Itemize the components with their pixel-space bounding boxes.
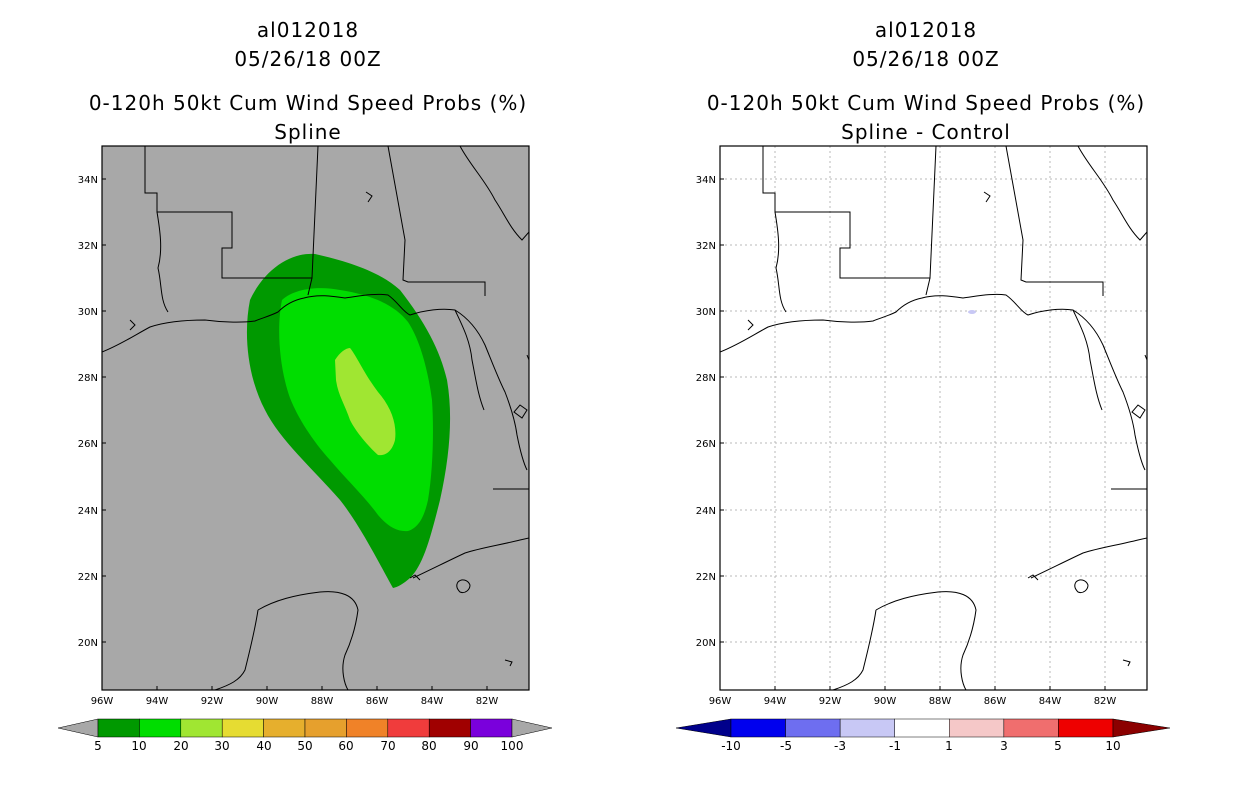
right-colorbar-box: [1058, 718, 1114, 738]
left-colorbar-box: [139, 718, 182, 738]
right-ytick-label: 34N: [696, 175, 716, 186]
right-colorbar-label: -10: [721, 739, 741, 753]
right-colorbar-label: 10: [1105, 739, 1120, 753]
left-colorbar-box: [304, 718, 347, 738]
left-xtick-label: 86W: [366, 696, 389, 707]
right-colorbar-label: 3: [1000, 739, 1008, 753]
right-colorbar-box: [894, 718, 950, 738]
left-colorbar-high-arrow: [511, 718, 553, 738]
left-colorbar-box: [387, 718, 430, 738]
right-gridlines: [720, 146, 1147, 690]
right-xtick-label: 86W: [984, 696, 1007, 707]
left-colorbar-label: 20: [173, 739, 188, 753]
left-x-ticks: [101, 686, 488, 690]
right-colorbar-label: -1: [889, 739, 901, 753]
right-colorbar-box: [1003, 718, 1059, 738]
left-colorbar-box: [428, 718, 471, 738]
left-colorbar-box: [470, 718, 513, 738]
right-map-frame: [719, 145, 1148, 691]
left-chart-subtitle: Spline: [274, 120, 342, 144]
left-colorbar-box: [97, 718, 140, 738]
left-colorbar-label: 60: [338, 739, 353, 753]
left-coastlines: [102, 146, 529, 690]
left-xtick-label: 94W: [146, 696, 169, 707]
right-ytick-label: 22N: [696, 572, 716, 583]
right-colorbar-box: [949, 718, 1005, 738]
left-colorbar-box: [346, 718, 389, 738]
left-storm-id: al012018: [256, 18, 360, 42]
left-map-background: [102, 146, 529, 690]
left-ytick-label: 30N: [78, 307, 98, 318]
right-colorbar-label: 1: [945, 739, 953, 753]
right-colorbar-high-arrow: [1112, 718, 1171, 738]
left-colorbar-box: [221, 718, 264, 738]
right-ytick-label: 32N: [696, 241, 716, 252]
right-colorbar-label: 5: [1054, 739, 1062, 753]
left-xtick-label: 82W: [476, 696, 499, 707]
right-ytick-label: 20N: [696, 638, 716, 649]
left-xtick-label: 92W: [201, 696, 224, 707]
right-xtick-label: 96W: [709, 696, 732, 707]
right-ytick-label: 30N: [696, 307, 716, 318]
right-xtick-label: 88W: [929, 696, 952, 707]
right-xtick-label: 90W: [874, 696, 897, 707]
left-y-ticks: [102, 178, 106, 643]
right-ytick-label: 28N: [696, 373, 716, 384]
left-colorbar-label: 10: [131, 739, 146, 753]
left-datetime: 05/26/18 00Z: [234, 47, 382, 71]
left-colorbar-low-arrow: [57, 718, 99, 738]
right-xtick-label: 92W: [819, 696, 842, 707]
right-storm-id: al012018: [874, 18, 978, 42]
left-xtick-label: 96W: [91, 696, 114, 707]
right-xtick-label: 82W: [1094, 696, 1117, 707]
difference-blip: [968, 310, 976, 314]
left-xtick-label: 88W: [311, 696, 334, 707]
right-x-ticks: [719, 686, 1106, 690]
right-colorbar-low-arrow: [675, 718, 732, 738]
left-map-frame: [101, 145, 530, 691]
left-ytick-label: 20N: [78, 638, 98, 649]
right-map-background: [720, 146, 1147, 690]
left-ytick-label: 28N: [78, 373, 98, 384]
left-colorbar-label: 40: [256, 739, 271, 753]
right-y-ticks: [720, 178, 724, 643]
right-colorbar-label: -3: [834, 739, 846, 753]
right-colorbar-label: -5: [780, 739, 792, 753]
right-ytick-label: 24N: [696, 506, 716, 517]
contour-20-30: [335, 348, 396, 456]
left-chart-title: 0-120h 50kt Cum Wind Speed Probs (%): [88, 91, 528, 115]
left-colorbar-label: 90: [463, 739, 478, 753]
right-chart-title: 0-120h 50kt Cum Wind Speed Probs (%): [706, 91, 1146, 115]
contour-5-10: [246, 253, 451, 588]
right-datetime: 05/26/18 00Z: [852, 47, 1000, 71]
right-colorbar-box: [785, 718, 841, 738]
right-ytick-label: 26N: [696, 439, 716, 450]
right-coastlines: [720, 146, 1147, 690]
left-colorbar-box: [263, 718, 306, 738]
left-colorbar-label: 5: [94, 739, 102, 753]
left-colorbar: 5 10 20 30 40 50 60 70 80 90 100: [57, 718, 553, 753]
right-xtick-label: 84W: [1039, 696, 1062, 707]
right-colorbar-box: [839, 718, 895, 738]
right-chart-subtitle: Spline - Control: [841, 120, 1011, 144]
left-ytick-label: 34N: [78, 175, 98, 186]
right-colorbar: -10 -5 -3 -1 1 3 5 10: [675, 718, 1171, 753]
left-xtick-label: 90W: [256, 696, 279, 707]
left-ytick-label: 22N: [78, 572, 98, 583]
left-ytick-label: 24N: [78, 506, 98, 517]
left-colorbar-label: 100: [501, 739, 524, 753]
left-colorbar-label: 80: [421, 739, 436, 753]
left-ytick-label: 26N: [78, 439, 98, 450]
left-ytick-label: 32N: [78, 241, 98, 252]
left-xtick-label: 84W: [421, 696, 444, 707]
left-colorbar-box: [180, 718, 223, 738]
left-colorbar-label: 70: [380, 739, 395, 753]
contour-10-20: [279, 288, 433, 532]
left-colorbar-label: 30: [214, 739, 229, 753]
right-colorbar-box: [730, 718, 786, 738]
right-xtick-label: 94W: [764, 696, 787, 707]
left-colorbar-label: 50: [297, 739, 312, 753]
